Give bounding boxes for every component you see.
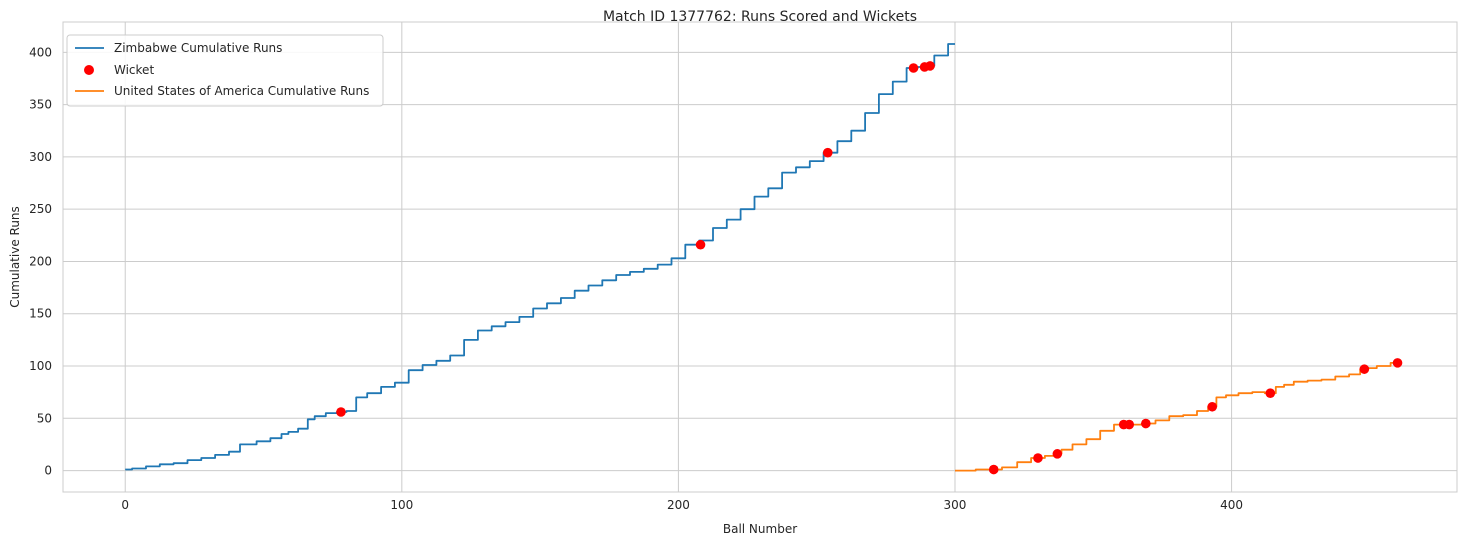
x-tick-label: 300 bbox=[944, 498, 967, 512]
wicket-point bbox=[1052, 449, 1063, 459]
series-line-united-states-of-america-cumulative-runs bbox=[955, 362, 1398, 472]
y-tick-label: 50 bbox=[37, 411, 52, 425]
wicket-point bbox=[1359, 364, 1370, 374]
y-axis-title: Cumulative Runs bbox=[8, 206, 22, 308]
x-axis-title: Ball Number bbox=[723, 522, 797, 536]
y-tick-label: 350 bbox=[29, 98, 52, 112]
series-line-zimbabwe-cumulative-runs bbox=[125, 43, 955, 471]
y-tick-label: 250 bbox=[29, 202, 52, 216]
y-tick-label: 200 bbox=[29, 254, 52, 268]
wicket-point bbox=[1392, 358, 1403, 368]
wicket-point bbox=[988, 464, 999, 475]
legend-swatch-wicket bbox=[84, 65, 94, 75]
legend-label-wicket: Wicket bbox=[114, 63, 154, 77]
x-tick-label: 200 bbox=[667, 498, 690, 512]
y-tick-label: 400 bbox=[29, 45, 52, 59]
y-tick-label: 150 bbox=[29, 307, 52, 321]
y-tick-label: 300 bbox=[29, 150, 52, 164]
chart-title: Match ID 1377762: Runs Scored and Wicket… bbox=[603, 9, 917, 25]
wicket-point bbox=[1265, 388, 1276, 398]
wicket-point bbox=[1033, 453, 1043, 463]
wicket-point bbox=[822, 147, 833, 158]
y-tick-label: 0 bbox=[44, 464, 52, 478]
series-layer bbox=[125, 43, 1403, 475]
wicket-point bbox=[1141, 418, 1151, 429]
legend-box bbox=[66, 34, 384, 107]
x-tick-label: 100 bbox=[390, 498, 413, 512]
wicket-point bbox=[1124, 419, 1135, 430]
legend-label-usa: United States of America Cumulative Runs bbox=[114, 84, 369, 98]
legend-label-zimbabwe: Zimbabwe Cumulative Runs bbox=[114, 41, 282, 55]
x-tick-labels: 0 100 200 300 400 bbox=[121, 498, 1243, 512]
y-tick-labels: 0 50 100 150 200 250 300 350 400 bbox=[29, 45, 52, 477]
legend: Zimbabwe Cumulative Runs Wicket United S… bbox=[66, 34, 384, 107]
x-tick-label: 0 bbox=[121, 498, 129, 512]
y-tick-label: 100 bbox=[29, 359, 52, 373]
wicket-point bbox=[925, 61, 935, 71]
wicket-point bbox=[695, 239, 706, 250]
wicket-point bbox=[336, 407, 346, 417]
wicket-point bbox=[908, 63, 919, 73]
x-tick-label: 400 bbox=[1220, 498, 1243, 512]
wicket-point bbox=[1207, 401, 1218, 412]
